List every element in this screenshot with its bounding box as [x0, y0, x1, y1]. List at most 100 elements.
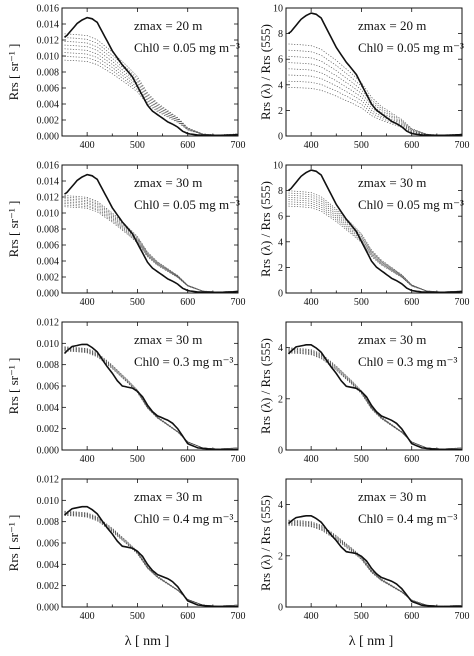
series-dotted-line: [288, 203, 463, 293]
x-axis-label-right: λ [ nm ]: [349, 634, 394, 649]
y-tick-label: 0.000: [37, 289, 60, 300]
y-tick-label: 0.006: [37, 241, 60, 252]
chart-panel-5: 0 2 4 400 500 600 700 Rrs (λ) / Rrs (555) zmax =…: [258, 321, 470, 465]
annotation-chl0: Chl0 = 0.4 mg m⁻³: [358, 511, 457, 526]
y-tick-label: 0.012: [37, 475, 60, 486]
y-tick-label: 4: [278, 343, 283, 354]
series-dotted-line: [288, 523, 463, 607]
y-tick-label: 0.008: [37, 225, 60, 236]
y-tick-label: 0.004: [37, 403, 60, 414]
chart-panel-7: 0 2 4 400 500 600 700 Rrs (λ) / Rrs (555) zmax =…: [258, 478, 470, 622]
series-dotted-line: [64, 513, 239, 607]
y-tick-label: 6: [278, 55, 283, 66]
series-dotted-line: [288, 522, 463, 607]
y-tick-label: 2: [278, 106, 283, 117]
series-solid-line: [64, 16, 239, 137]
plot-frame: [285, 164, 463, 294]
x-tick-label: 500: [354, 454, 369, 465]
x-tick-label: 700: [231, 140, 246, 151]
x-tick-label: 600: [180, 454, 195, 465]
x-axis-label-left: λ [ nm ]: [125, 634, 170, 649]
y-tick-label: 0.000: [37, 446, 60, 457]
y-tick-label: 0.002: [37, 116, 60, 127]
y-axis-label: Rrs [ sr⁻¹ ]: [6, 358, 21, 415]
plot-frame: [285, 478, 463, 608]
y-tick-label: 0.008: [37, 517, 60, 528]
series-dotted-line: [288, 68, 462, 136]
y-tick-label: 2: [278, 394, 283, 405]
series-solid-line: [64, 173, 239, 294]
y-tick-label: 0.006: [37, 539, 60, 550]
x-tick-label: 600: [404, 611, 419, 622]
y-tick-label: 4: [278, 500, 283, 511]
chart-panel-3: 0 2 4 6 8 10 400 500 600 700 Rrs (λ) / Rrs (555) zm…: [258, 161, 470, 309]
y-tick-label: 10: [273, 4, 283, 15]
y-tick-label: 0: [278, 289, 283, 300]
series-dotted-line: [64, 56, 239, 136]
y-axis-label: Rrs (λ) / Rrs (555): [258, 24, 273, 120]
x-tick-label: 700: [455, 454, 470, 465]
y-tick-label: 0.002: [37, 581, 60, 592]
series-dotted-line: [288, 49, 463, 136]
series-dotted-line: [64, 40, 239, 136]
y-tick-label: 0: [278, 603, 283, 614]
x-tick-label: 700: [455, 611, 470, 622]
series-dotted-line: [288, 190, 463, 293]
series-dotted-line: [64, 515, 239, 607]
x-tick-label: 400: [304, 140, 319, 151]
x-tick-label: 500: [130, 611, 145, 622]
annotation-chl0: Chl0 = 0.3 mg m⁻³: [358, 354, 457, 369]
y-axis-label: Rrs [ sr⁻¹ ]: [6, 44, 21, 101]
annotation-chl0: Chl0 = 0.05 mg m⁻³: [358, 40, 464, 55]
annotation-chl0: Chl0 = 0.4 mg m⁻³: [134, 511, 233, 526]
annotation-zmax: zmax = 20 m: [134, 18, 202, 33]
x-tick-label: 600: [180, 297, 195, 308]
y-axis-label: Rrs (λ) / Rrs (555): [258, 338, 273, 434]
y-tick-label: 0.006: [37, 84, 60, 95]
x-tick-label: 600: [404, 140, 419, 151]
y-tick-label: 2: [278, 551, 283, 562]
x-tick-label: 700: [231, 454, 246, 465]
series-dotted-line: [64, 513, 239, 607]
series-dotted-line: [288, 199, 463, 293]
series-dotted-line: [64, 204, 239, 293]
chart-panel-1: 0 2 4 6 8 10 400 500 600 700 Rrs (λ) / Rrs (555) zm…: [258, 4, 470, 152]
x-tick-label: 400: [80, 454, 95, 465]
annotation-zmax: zmax = 30 m: [358, 489, 426, 504]
series-solid-line: [287, 515, 462, 608]
series-solid-line: [63, 505, 238, 608]
series-dotted-line: [288, 43, 463, 136]
y-tick-label: 0.014: [37, 20, 60, 31]
y-tick-label: 0.004: [37, 560, 60, 571]
y-tick-label: 8: [278, 29, 283, 40]
x-tick-label: 400: [80, 297, 95, 308]
y-axis-label: Rrs [ sr⁻¹ ]: [6, 515, 21, 572]
x-tick-label: 400: [304, 611, 319, 622]
series-dotted-line: [64, 203, 239, 293]
y-tick-label: 0.004: [37, 100, 60, 111]
annotation-zmax: zmax = 30 m: [134, 332, 202, 347]
chart-panel-6: 0.000 0.002 0.004 0.006 0.008 0.010 0.012 400 50…: [6, 475, 246, 623]
series-dotted-line: [64, 48, 239, 136]
y-axis-label: Rrs (λ) / Rrs (555): [258, 495, 273, 591]
y-tick-label: 0.014: [37, 177, 60, 188]
series-solid-line: [288, 12, 463, 137]
y-tick-label: 0.004: [37, 257, 60, 268]
y-axis-label: Rrs [ sr⁻¹ ]: [6, 201, 21, 258]
y-tick-label: 0.008: [37, 360, 60, 371]
y-tick-label: 0.012: [37, 193, 60, 204]
x-tick-label: 400: [304, 297, 319, 308]
series-dotted-line: [288, 56, 463, 136]
x-tick-label: 700: [231, 297, 246, 308]
x-tick-label: 400: [304, 454, 319, 465]
y-tick-label: 0.016: [37, 161, 60, 172]
series-dotted-line: [64, 512, 239, 607]
series-dotted-line: [288, 201, 463, 293]
y-tick-label: 0: [278, 132, 283, 143]
chart-panel-2: 0.000 0.002 0.004 0.006 0.008 0.010 0.012 0.014…: [6, 161, 246, 309]
x-tick-label: 400: [80, 140, 95, 151]
y-tick-label: 0.016: [37, 4, 60, 15]
x-tick-label: 600: [180, 140, 195, 151]
y-tick-label: 0.000: [37, 603, 60, 614]
y-tick-label: 2: [278, 263, 283, 274]
